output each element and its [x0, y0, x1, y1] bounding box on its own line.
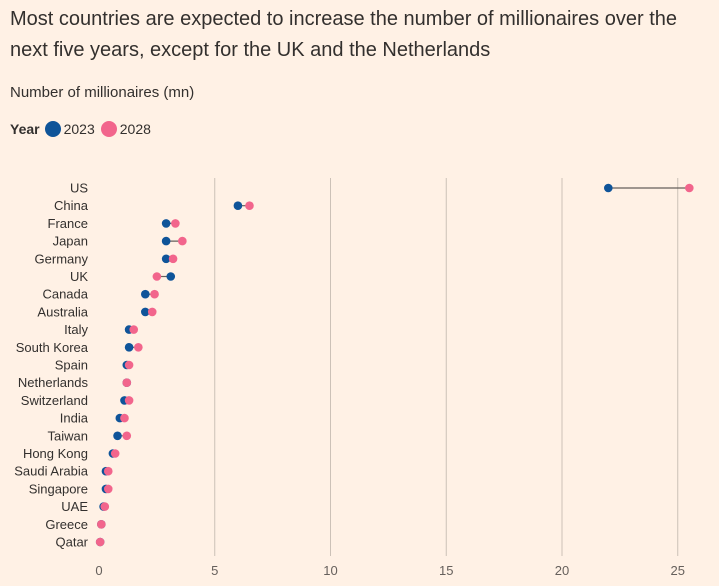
- category-label-china: China: [54, 198, 89, 213]
- point-2023-france: [161, 219, 171, 228]
- category-label-uae: UAE: [61, 499, 88, 514]
- point-2028-saudi-arabia: [103, 466, 113, 476]
- chart-subtitle: Number of millionaires (mn): [10, 84, 195, 101]
- legend-swatch-2028: [100, 121, 117, 137]
- point-2028-france: [171, 219, 180, 228]
- point-2028-australia: [147, 307, 157, 317]
- x-tick-label-15: 15: [439, 563, 453, 578]
- point-2028-spain: [124, 360, 134, 370]
- category-label-singapore: Singapore: [29, 481, 88, 496]
- category-label-hong-kong: Hong Kong: [23, 446, 88, 461]
- point-2028-italy: [129, 325, 139, 334]
- point-2028-canada: [150, 289, 159, 299]
- category-label-india: India: [60, 411, 89, 426]
- category-label-south-korea: South Korea: [16, 340, 89, 355]
- category-label-us: US: [70, 181, 88, 196]
- x-tick-label-5: 5: [211, 563, 218, 578]
- point-2028-taiwan: [122, 431, 132, 441]
- category-label-netherlands: Netherlands: [18, 375, 89, 390]
- legend-item-2023: 2023: [44, 121, 95, 137]
- category-label-taiwan: Taiwan: [48, 428, 88, 443]
- category-label-japan: Japan: [53, 234, 88, 249]
- point-2023-canada: [141, 289, 150, 299]
- point-2023-us: [604, 183, 613, 193]
- point-2028-greece: [97, 520, 106, 529]
- point-2028-us: [685, 183, 694, 193]
- legend: Year 2023 2028: [10, 121, 157, 137]
- point-2028-singapore: [103, 484, 113, 494]
- point-2023-south-korea: [124, 343, 134, 352]
- x-tick-label-20: 20: [555, 563, 569, 578]
- point-2023-australia: [141, 307, 150, 317]
- legend-swatch-2023: [44, 121, 61, 137]
- x-tick-label-25: 25: [671, 563, 685, 578]
- point-2028-netherlands: [122, 378, 132, 388]
- legend-item-2028: 2028: [100, 121, 151, 137]
- legend-title: Year: [10, 121, 40, 137]
- point-2023-uk: [166, 272, 176, 281]
- category-label-spain: Spain: [55, 358, 88, 373]
- point-2028-uae: [100, 502, 110, 511]
- category-label-australia: Australia: [37, 304, 88, 319]
- category-label-saudi-arabia: Saudi Arabia: [14, 464, 88, 479]
- category-label-canada: Canada: [42, 287, 88, 302]
- point-2023-china: [233, 201, 243, 210]
- point-2028-hong-kong: [110, 449, 120, 458]
- point-2028-china: [245, 201, 254, 210]
- category-label-france: France: [48, 216, 88, 231]
- x-tick-label-0: 0: [95, 563, 102, 578]
- category-label-germany: Germany: [35, 251, 89, 266]
- point-2028-japan: [178, 236, 187, 246]
- point-2028-switzerland: [124, 396, 134, 405]
- point-2028-germany: [168, 254, 178, 264]
- point-2028-south-korea: [134, 343, 143, 352]
- category-label-uk: UK: [70, 269, 88, 284]
- point-2023-japan: [161, 236, 171, 246]
- point-2023-taiwan: [113, 431, 122, 441]
- point-2023-germany: [161, 254, 171, 264]
- point-2028-qatar: [95, 537, 105, 547]
- chart-title: Most countries are expected to increase …: [10, 8, 678, 61]
- category-label-italy: Italy: [64, 322, 88, 337]
- category-label-qatar: Qatar: [55, 535, 88, 550]
- category-label-switzerland: Switzerland: [21, 393, 88, 408]
- point-2028-india: [120, 413, 129, 423]
- legend-label-2028: 2028: [119, 121, 151, 137]
- point-2028-uk: [152, 272, 162, 281]
- x-tick-label-10: 10: [323, 563, 337, 578]
- category-label-greece: Greece: [45, 517, 88, 532]
- legend-label-2023: 2023: [63, 121, 95, 137]
